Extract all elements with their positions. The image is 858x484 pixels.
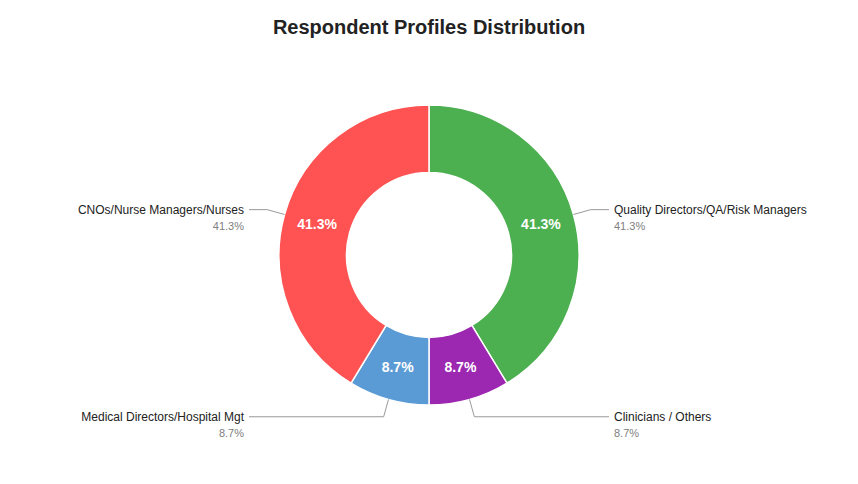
title: Respondent Profiles Distribution [273,16,585,38]
leader-line [469,399,609,416]
annotation: Medical Directors/Hospital Mgt 8.7% [81,399,388,438]
annotation-value: 8.7% [614,427,639,439]
chart: Respondent Profiles Distribution 41.3% 8.7… [0,0,858,484]
annotation-value: 41.3% [614,220,645,232]
leader-line [573,210,609,215]
data-label: 8.7% [382,359,414,375]
annotation-value: 8.7% [219,427,244,439]
slice [279,105,429,383]
data-label: 41.3% [297,216,337,232]
data-label: 41.3% [521,216,561,232]
annotation-label: CNOs/Nurse Managers/Nurses [78,203,244,217]
data-label: 8.7% [444,359,476,375]
annotation-label: Clinicians / Others [614,410,711,424]
leader-line [249,210,285,215]
annotation: Clinicians / Others 8.7% [469,399,711,438]
annotation-label: Quality Directors/QA/Risk Managers [614,203,807,217]
annotation-label: Medical Directors/Hospital Mgt [81,410,244,424]
donut: 41.3%8.7%8.7%41.3%Quality Directors/QA/R… [78,105,807,439]
annotation: CNOs/Nurse Managers/Nurses 41.3% [78,203,285,232]
slice [429,325,507,405]
annotation: Quality Directors/QA/Risk Managers 41.3% [573,203,806,232]
annotation-value: 41.3% [213,220,244,232]
leader-line [249,399,389,416]
